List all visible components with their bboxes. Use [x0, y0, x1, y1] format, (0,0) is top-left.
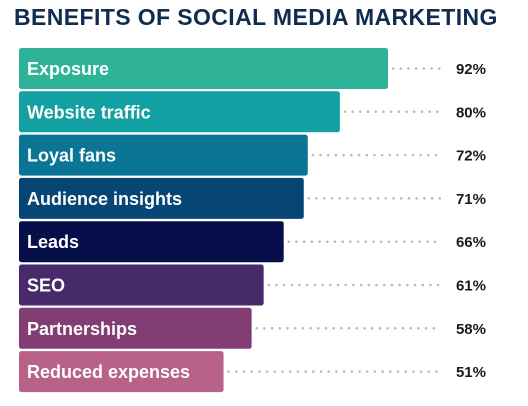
chart-title: BENEFITS OF SOCIAL MEDIA MARKETING: [14, 4, 498, 30]
bar-row: Audience insights 71%: [19, 177, 486, 219]
bar-row: Leads 66%: [19, 221, 486, 263]
bar-row: Website traffic 80%: [19, 91, 486, 133]
value-label: 71%: [456, 191, 486, 208]
category-label: Website traffic: [27, 102, 151, 122]
category-label: Leads: [27, 232, 79, 252]
bar: [19, 264, 264, 306]
value-label: 58%: [456, 321, 486, 338]
bar: [19, 48, 388, 89]
bar: [19, 177, 304, 219]
bar: [19, 221, 284, 263]
value-label: 80%: [456, 104, 486, 121]
bar-row: Reduced expenses 51%: [19, 351, 486, 393]
bar-row: Exposure 92%: [19, 48, 486, 89]
category-label: Audience insights: [27, 189, 182, 209]
value-label: 51%: [456, 364, 486, 381]
value-label: 61%: [456, 278, 486, 295]
value-label: 92%: [456, 61, 486, 78]
value-label: 66%: [456, 234, 486, 251]
bar-row: Partnerships 58%: [19, 307, 486, 349]
bar: [19, 134, 308, 176]
value-label: 72%: [456, 148, 486, 165]
category-label: Exposure: [27, 59, 109, 79]
category-label: Reduced expenses: [27, 362, 190, 382]
bar: [19, 351, 224, 393]
bar-row: SEO 61%: [19, 264, 486, 306]
category-label: Loyal fans: [27, 146, 116, 166]
category-label: Partnerships: [27, 319, 137, 339]
bar: [19, 307, 252, 349]
category-label: SEO: [27, 276, 65, 296]
bar-row: Loyal fans 72%: [19, 134, 486, 176]
bar: [19, 91, 340, 133]
